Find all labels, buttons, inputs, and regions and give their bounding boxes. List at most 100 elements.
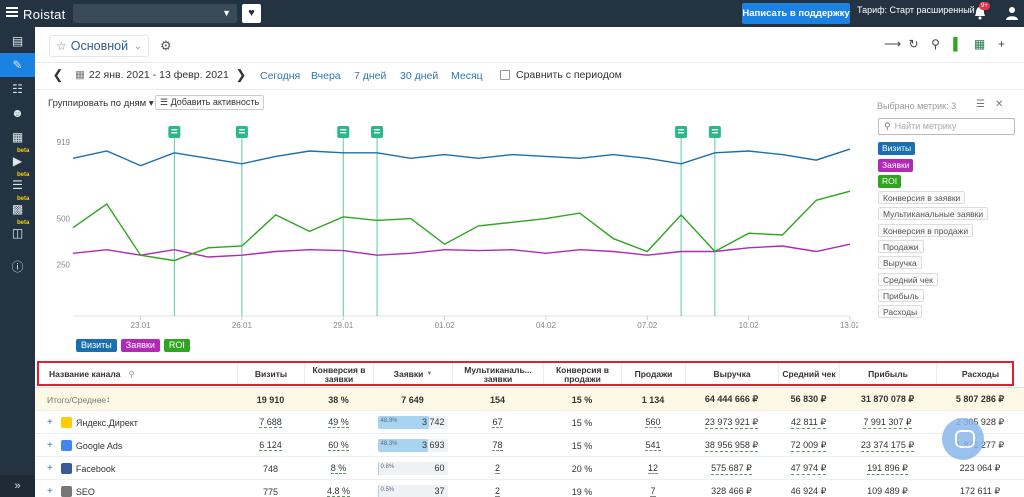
column-header[interactable]: Заявки ▼ [373,361,452,388]
column-header[interactable]: Расходы [936,361,1024,388]
metric-tag-active[interactable]: Визиты [878,142,916,155]
sidebar-collapse-button[interactable]: » [0,475,35,497]
column-header[interactable]: Выручка [685,361,778,388]
search-icon[interactable]: ⚲ [931,37,940,51]
column-header[interactable]: Мультиканаль... заявки [452,361,543,388]
column-header[interactable]: Прибыль [839,361,936,388]
table-cell[interactable]: 7 991 307 ₽ [839,411,936,434]
group-by-select[interactable]: Группировать по дням ▾ [48,98,154,109]
table-cell[interactable]: 4.8 % [304,480,373,497]
metric-tag-inactive[interactable]: Расходы [878,305,923,319]
expand-icon[interactable]: + [47,440,53,451]
table-cell[interactable]: 7 688 [237,411,304,434]
compare-checkbox[interactable]: Сравнить с периодом [500,69,622,81]
column-header[interactable]: Конверсия в заявки [304,361,373,388]
cell-value: 775 [262,486,279,497]
metric-tag-inactive[interactable]: Мультиканальные заявки [878,207,989,221]
table-cell[interactable]: 191 896 ₽ [839,457,936,480]
sidebar-item-calendar[interactable]: ▦ [0,125,35,149]
table-cell[interactable]: 575 687 ₽ [685,457,778,480]
sort-toggle-icon[interactable]: ↕ [106,395,111,404]
quick-period-month[interactable]: Месяц [451,70,483,82]
sidebar-item-clients[interactable]: ☻ [0,101,35,125]
list-icon[interactable]: ☰ [976,99,985,110]
close-icon[interactable]: ✕ [994,99,1004,110]
sidebar-item-info[interactable]: ⓘ [0,254,35,278]
share-icon[interactable]: ⟶ [884,37,902,51]
sidebar-item-analytics[interactable]: ✎ [0,53,35,77]
metric-tag-active[interactable]: Заявки [878,158,914,172]
date-range-picker[interactable]: ▦ 22 янв. 2021 - 13 февр. 2021 [75,69,229,81]
table-cell[interactable]: 8 % [304,457,373,480]
table-row[interactable]: + Facebook 748 8 % 0.8% 60 2 20 % 12 575 687 ₽ 47 … [35,457,1024,480]
metric-tag-inactive[interactable]: Продажи [878,239,924,253]
legend-item[interactable]: Визиты [76,339,117,352]
column-header[interactable]: Название канала ⚲ [35,361,237,388]
support-button[interactable]: Написать в поддержку [742,3,850,24]
checkbox[interactable] [500,70,510,80]
metric-tag-active[interactable]: ROI [878,175,902,188]
chat-widget-button[interactable] [942,418,984,460]
expand-icon[interactable]: + [47,486,53,497]
metric-tag-inactive[interactable]: Прибыль [878,288,924,302]
expand-icon[interactable]: + [47,463,53,474]
plus-icon[interactable]: + [997,37,1005,51]
table-cell[interactable]: 60 % [304,434,373,457]
favorite-button[interactable]: ♥ [242,4,261,23]
table-cell[interactable]: 6 124 [237,434,304,457]
table-cell[interactable]: 42 811 ₽ [778,411,839,434]
table-cell[interactable]: 109 489 ₽ [839,480,936,497]
menu-icon[interactable] [6,7,18,17]
metric-tag-inactive[interactable]: Выручка [878,256,922,270]
refresh-icon[interactable]: ↻ [908,37,919,51]
metric-search-input[interactable]: ⚲ Найти метрику [878,118,1015,135]
channel-icon [60,463,72,474]
quick-period-yesterday[interactable]: Вчера [311,70,341,82]
user-icon[interactable] [1006,6,1018,20]
metric-tag-inactive[interactable]: Конверсия в продажи [878,223,974,237]
column-header[interactable]: Конверсия в продажи [543,361,621,388]
chart-type-icon[interactable]: ▌ [953,37,962,51]
sidebar-item-reports[interactable]: ▩ [0,197,35,221]
quick-period-30days[interactable]: 30 дней [400,70,439,82]
search-icon[interactable]: ⚲ [128,369,135,379]
sidebar-item-dashboard[interactable]: ▤ [0,29,35,53]
table-cell: + Яндекс.Директ [35,411,237,434]
table-cell[interactable]: 46 924 ₽ [778,480,839,497]
column-header[interactable]: Продажи [621,361,685,388]
table-cell[interactable]: 328 466 ₽ [685,480,778,497]
sidebar-item-megaphone[interactable]: ▶ [0,149,35,173]
star-icon[interactable]: ☆ [56,39,67,53]
sidebar-item-structure[interactable]: ☷ [0,77,35,101]
table-cell[interactable]: 23 374 175 ₽ [839,434,936,457]
table-row[interactable]: + Google Ads 6 124 60 % 48.3% 3 693 78 15 % 541 3… [35,434,1024,457]
quick-period-today[interactable]: Сегодня [260,70,301,82]
cell-value: 223 064 ₽ [959,463,1001,473]
add-activity-button[interactable]: ☰ Добавить активность [155,95,265,110]
metric-tag-inactive[interactable]: Средний чек [878,272,938,286]
table-cell[interactable]: 38 956 958 ₽ [685,434,778,457]
excel-icon[interactable]: ▦ [973,37,986,51]
column-header[interactable]: Визиты [237,361,304,388]
gear-icon[interactable]: ⚙ [160,38,172,53]
project-select[interactable]: ▼ [73,4,237,23]
cell-value: 64 444 666 ₽ [704,394,759,404]
table-cell[interactable]: 23 973 921 ₽ [685,411,778,434]
sidebar-item-layers[interactable]: ☰ [0,173,35,197]
expand-icon[interactable]: + [47,417,53,428]
table-row[interactable]: + SEO 775 4.8 % 0.5% 37 2 19 % 7 328 466 ₽ 46 924 … [35,480,1024,497]
dashboard-select[interactable]: ☆ Основной ⌄ [49,35,149,57]
legend-item[interactable]: ROI [163,339,190,352]
column-header[interactable]: Средний чек [778,361,839,388]
legend-item[interactable]: Заявки [120,339,160,352]
table-cell[interactable]: 47 974 ₽ [778,457,839,480]
table-cell[interactable]: 49 % [304,411,373,434]
table-cell[interactable]: 72 009 ₽ [778,434,839,457]
table-row[interactable]: + Яндекс.Директ 7 688 49 % 48.9% 3 742 67 15 % 5… [35,411,1024,434]
next-period-button[interactable]: ❯ [234,66,248,84]
prev-period-button[interactable]: ❮ [51,66,65,84]
quick-period-7days[interactable]: 7 дней [354,70,387,82]
cell-value: 56 830 ₽ [790,394,827,404]
metric-tag-inactive[interactable]: Конверсия в заявки [878,191,966,204]
sidebar-item-database[interactable]: ◫ [0,221,35,245]
